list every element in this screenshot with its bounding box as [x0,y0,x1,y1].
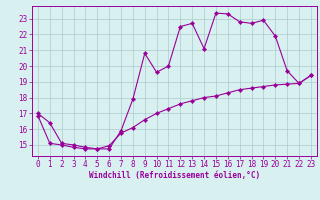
X-axis label: Windchill (Refroidissement éolien,°C): Windchill (Refroidissement éolien,°C) [89,171,260,180]
